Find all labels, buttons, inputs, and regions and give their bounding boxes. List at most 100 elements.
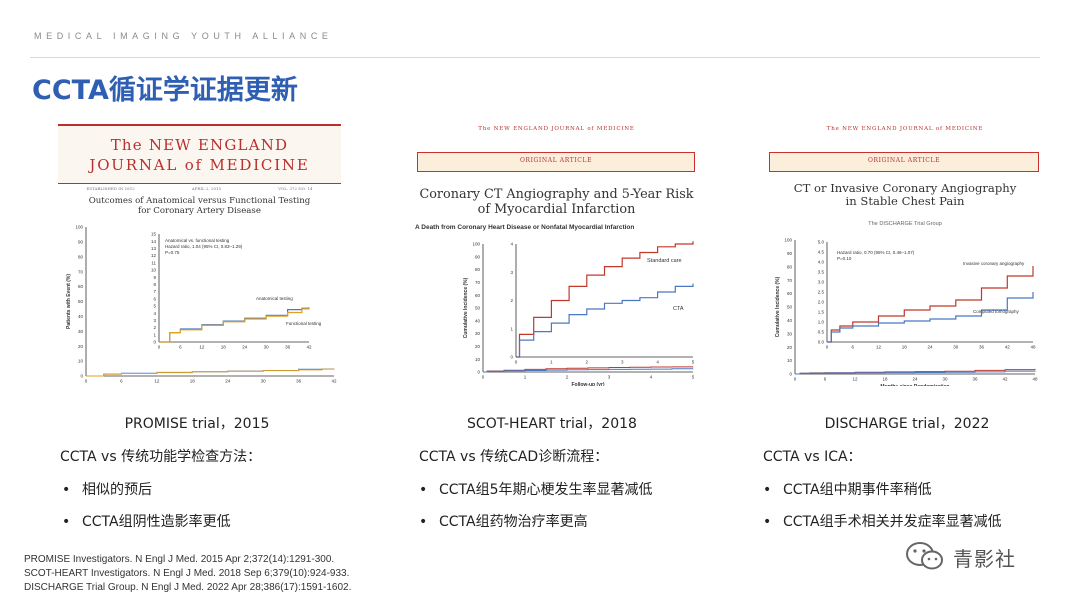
x-tick-label: 36 xyxy=(979,345,985,350)
x-tick-label: 5 xyxy=(692,375,695,380)
panel-label: A Death from Coronary Heart Disease or N… xyxy=(415,224,635,231)
y-tick-label: 60 xyxy=(475,293,481,298)
x-tick-label: 4 xyxy=(650,375,653,380)
x-tick-label: 36 xyxy=(296,379,302,384)
bullet-dot: • xyxy=(62,482,71,498)
slide-title: CCTA循证学证据更新 xyxy=(32,75,298,106)
x-tick-label: 24 xyxy=(242,345,248,350)
bullet-text: 相似的预后 xyxy=(82,482,152,498)
comparison-discharge: CCTA vs ICA： xyxy=(763,449,862,465)
x-tick-label: 42 xyxy=(306,345,312,350)
y-tick-label: 2 xyxy=(153,325,156,330)
bullet-dot: • xyxy=(763,514,772,530)
x-tick-label: 48 xyxy=(1032,377,1038,382)
bullet-text: CCTA组阴性造影率更低 xyxy=(82,514,231,530)
x-tick-label: 36 xyxy=(285,345,291,350)
trial-group: The DISCHARGE Trial Group xyxy=(868,221,942,227)
y-tick-label: 50 xyxy=(787,305,793,310)
y-tick-label: 30 xyxy=(78,329,84,334)
x-tick-label: 12 xyxy=(199,345,205,350)
bullet-dot: • xyxy=(419,514,428,530)
title-line2: in Stable Chest Pain xyxy=(845,194,965,209)
promise-paper-title: Outcomes of Anatomical versus Functional… xyxy=(58,196,341,217)
x-tick-label: 24 xyxy=(225,379,231,384)
x-tick-label: 24 xyxy=(912,377,918,382)
date-right: VOL. 372 NO. 14 xyxy=(278,186,313,191)
y-tick-label: 0 xyxy=(510,355,513,360)
original-article-banner: ORIGINAL ARTICLE xyxy=(769,152,1039,172)
x-tick-label: 0 xyxy=(826,345,829,350)
x-tick-label: 12 xyxy=(852,377,858,382)
y-tick-label: 7 xyxy=(153,289,156,294)
reference-item: PROMISE Investigators. N Engl J Med. 201… xyxy=(24,554,335,565)
bullet-dot: • xyxy=(419,482,428,498)
y-tick-label: 20 xyxy=(475,344,481,349)
title-line1: Outcomes of Anatomical versus Functional… xyxy=(88,196,311,206)
y-tick-label: 0 xyxy=(80,374,83,379)
y-tick-label: 30 xyxy=(787,331,793,336)
inset-background xyxy=(516,244,693,357)
y-tick-label: 10 xyxy=(787,358,793,363)
x-tick-label: 24 xyxy=(927,345,933,350)
y-tick-label: 4 xyxy=(153,311,156,316)
title-line1: Coronary CT Angiography and 5-Year Risk xyxy=(419,187,694,202)
y-tick-label: 4.0 xyxy=(818,260,825,265)
date-left: ESTABLISHED IN 1812 xyxy=(86,186,135,191)
journal-header: The NEW ENGLAND JOURNAL of MEDICINE xyxy=(826,126,984,132)
journal-header: The NEW ENGLAND JOURNAL of MEDICINE xyxy=(478,126,635,132)
y-tick-label: 50 xyxy=(78,299,84,304)
y-tick-label: 60 xyxy=(787,291,793,296)
x-tick-label: 6 xyxy=(851,345,854,350)
x-tick-label: 2 xyxy=(566,375,569,380)
x-tick-label: 1 xyxy=(550,360,553,365)
trial-label-promise: PROMISE trial，2015 xyxy=(124,416,270,432)
reference-item: SCOT-HEART Investigators. N Engl J Med. … xyxy=(24,568,350,579)
inset-series-line xyxy=(827,292,1034,343)
y-tick-label: 10 xyxy=(475,357,481,362)
y-tick-label: 1.0 xyxy=(818,320,825,325)
scot-heart-paper-figure: The NEW ENGLAND JOURNAL of MEDICINE ORIG… xyxy=(413,122,700,386)
outer-series-line xyxy=(86,368,335,377)
x-tick-label: 30 xyxy=(261,379,267,384)
bullet-item: • CCTA组阴性造影率更低 xyxy=(62,511,231,531)
y-tick-label: 100 xyxy=(75,225,83,230)
brand-name: 青影社 xyxy=(953,546,1016,571)
x-tick-label: 18 xyxy=(902,345,908,350)
y-tick-label: 90 xyxy=(475,254,481,259)
y-tick-label: 50 xyxy=(475,306,481,311)
alliance-header: MEDICAL IMAGING YOUTH ALLIANCE xyxy=(34,31,333,41)
inset-annotation: Anatomical vs. functional testing xyxy=(165,238,230,243)
y-tick-label: 9 xyxy=(153,275,156,280)
y-tick-label: 10 xyxy=(78,359,84,364)
y-tick-label: 3.0 xyxy=(818,280,825,285)
y-tick-label: 15 xyxy=(151,232,157,237)
bullet-text: CCTA组手术相关并发症率显著减低 xyxy=(783,514,1002,530)
y-tick-label: 40 xyxy=(78,314,84,319)
x-tick-label: 42 xyxy=(331,379,337,384)
inset-annotation: P=0.75 xyxy=(165,250,180,255)
bullet-item: • CCTA组中期事件率稍低 xyxy=(763,479,932,499)
x-tick-label: 0 xyxy=(515,360,518,365)
inset-series-line xyxy=(159,307,310,343)
y-tick-label: 4.5 xyxy=(818,250,825,255)
x-tick-label: 30 xyxy=(953,345,959,350)
bullet-item: • CCTA组药物治疗率更高 xyxy=(419,511,588,531)
x-tick-label: 42 xyxy=(1005,345,1011,350)
outer-series-line xyxy=(483,368,694,373)
y-axis-label: Patients with Event (%) xyxy=(66,274,72,329)
masthead-line1: The NEW ENGLAND xyxy=(110,136,289,154)
y-tick-label: 80 xyxy=(475,267,481,272)
y-tick-label: 3 xyxy=(153,318,156,323)
x-tick-label: 36 xyxy=(972,377,978,382)
bullet-dot: • xyxy=(763,482,772,498)
inset-background xyxy=(159,234,309,342)
x-tick-label: 18 xyxy=(221,345,227,350)
y-tick-label: 60 xyxy=(78,284,84,289)
inset-series-line xyxy=(516,283,694,358)
x-tick-label: 18 xyxy=(882,377,888,382)
original-article-banner: ORIGINAL ARTICLE xyxy=(417,152,695,172)
x-tick-label: 48 xyxy=(1030,345,1036,350)
masthead-line2: JOURNAL of MEDICINE xyxy=(89,156,310,174)
header-divider xyxy=(30,57,1040,58)
